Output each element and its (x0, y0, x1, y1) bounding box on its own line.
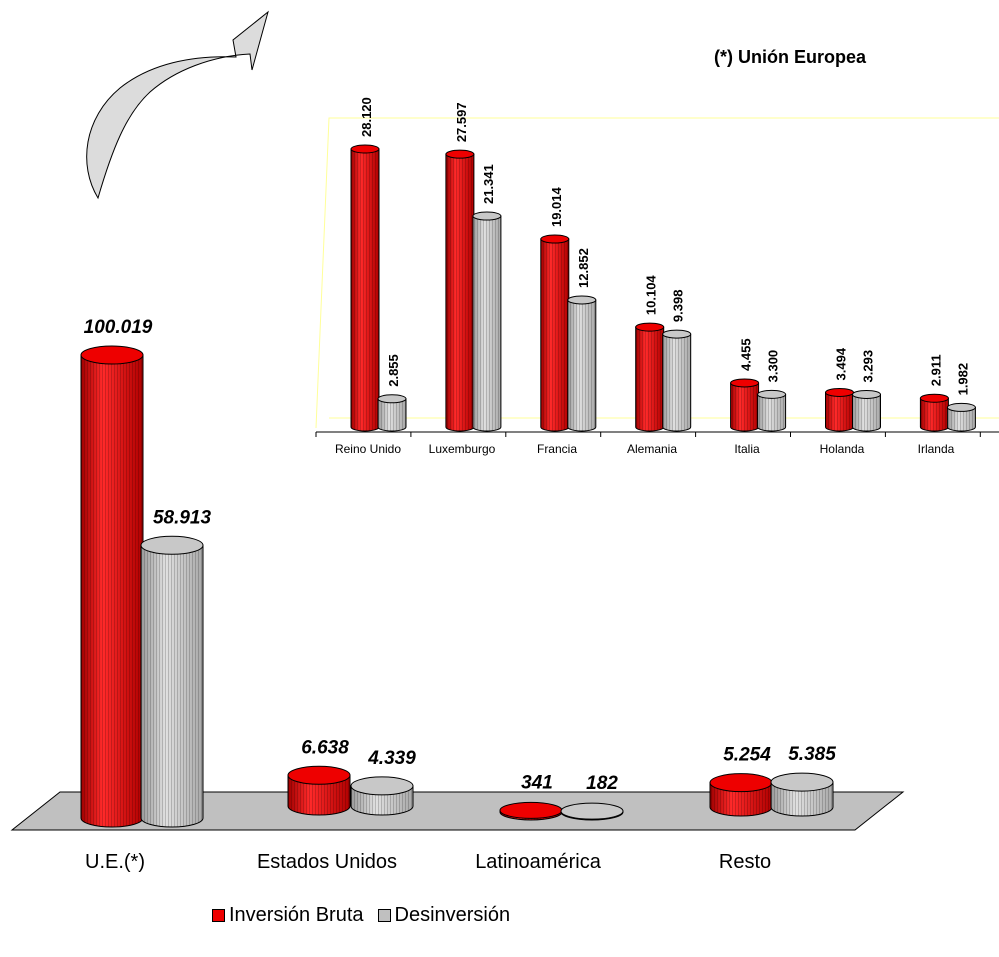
inset-bar-inversion-3 (635, 322, 665, 432)
inset-label-desinversion: 3.293 (861, 350, 876, 383)
inset-bar-inversion-0 (350, 144, 380, 432)
data-label-desinversion: 5.385 (788, 744, 836, 765)
inset-category-label: Holanda (820, 442, 865, 456)
inset-label-inversion: 2.911 (928, 354, 943, 386)
inset-bar-inversion-1 (445, 149, 475, 432)
inset-category-label: Alemania (627, 442, 677, 456)
inset-category-label: Luxemburgo (429, 442, 496, 456)
inset-category-label: Irlanda (918, 442, 955, 456)
inset-bar-inversion-5 (825, 387, 854, 432)
legend-swatch-inversion (212, 909, 225, 922)
inset-bar-desinversion-3 (662, 329, 692, 432)
inset-bar-inversion-6 (919, 393, 949, 432)
bar-inversion-1 (287, 765, 351, 816)
legend-swatch-desinversion (377, 909, 391, 922)
data-label-inversion: 100.019 (84, 317, 153, 338)
bar-inversion-0 (80, 345, 144, 828)
data-label-inversion: 6.638 (301, 737, 349, 758)
legend-label: Desinversión (394, 904, 511, 926)
legend: Inversión Bruta Desinversión (212, 904, 510, 927)
inset-bar-desinversion-6 (946, 402, 976, 432)
bar-desinversion-2 (560, 802, 624, 821)
data-label-desinversion: 182 (586, 773, 618, 794)
main-category-label: U.E.(*) (85, 851, 145, 873)
bar-desinversion-1 (350, 776, 414, 816)
data-label-desinversion: 4.339 (367, 748, 416, 769)
data-label-inversion: 5.254 (723, 745, 771, 766)
inset-label-inversion: 28.120 (359, 97, 374, 137)
main-category-label: Resto (719, 851, 771, 873)
inset-label-inversion: 4.455 (739, 338, 754, 371)
inset-label-inversion: 10.104 (644, 275, 659, 316)
data-label-inversion: 341 (521, 772, 553, 793)
bar-desinversion-3 (770, 772, 834, 817)
inset-label-desinversion: 1.982 (955, 363, 970, 396)
main-category-label: Estados Unidos (257, 851, 397, 873)
legend-item-desinversion: Desinversión (377, 904, 511, 927)
legend-label: Inversión Bruta (229, 904, 364, 926)
legend-item-inversion: Inversión Bruta (212, 904, 364, 927)
inset-bar-inversion-2 (540, 234, 570, 432)
inset-label-desinversion: 21.341 (481, 164, 496, 204)
data-label-desinversion: 58.913 (153, 507, 212, 528)
curved-arrow-icon (86, 10, 269, 200)
inset-category-label: Reino Unido (335, 442, 401, 456)
bar-inversion-2 (499, 801, 563, 821)
inset-label-inversion: 19.014 (549, 186, 564, 227)
inset-category-label: Francia (537, 442, 577, 456)
bar-inversion-3 (709, 773, 773, 817)
inset-bar-inversion-4 (730, 378, 760, 432)
inset-title: (*) Unión Europea (714, 47, 867, 67)
inset-bar-desinversion-2 (567, 295, 597, 432)
inset-back-wall (315, 117, 999, 429)
inset-label-desinversion: 12.852 (576, 248, 591, 288)
inset-category-label: Italia (734, 442, 760, 456)
inset-bar-desinversion-5 (852, 389, 881, 432)
inset-label-desinversion: 9.398 (671, 290, 686, 323)
inset-label-desinversion: 2.855 (386, 354, 401, 387)
inset-bar-desinversion-4 (757, 389, 787, 432)
inset-label-inversion: 27.597 (454, 102, 469, 142)
inset-bar-desinversion-1 (472, 211, 502, 432)
inset-bar-desinversion-0 (377, 394, 407, 432)
inset-label-inversion: 3.494 (834, 347, 849, 380)
main-category-label: Latinoamérica (475, 851, 602, 873)
inset-label-desinversion: 3.300 (766, 350, 781, 383)
bar-desinversion-0 (140, 535, 204, 828)
main-floor (10, 791, 905, 831)
